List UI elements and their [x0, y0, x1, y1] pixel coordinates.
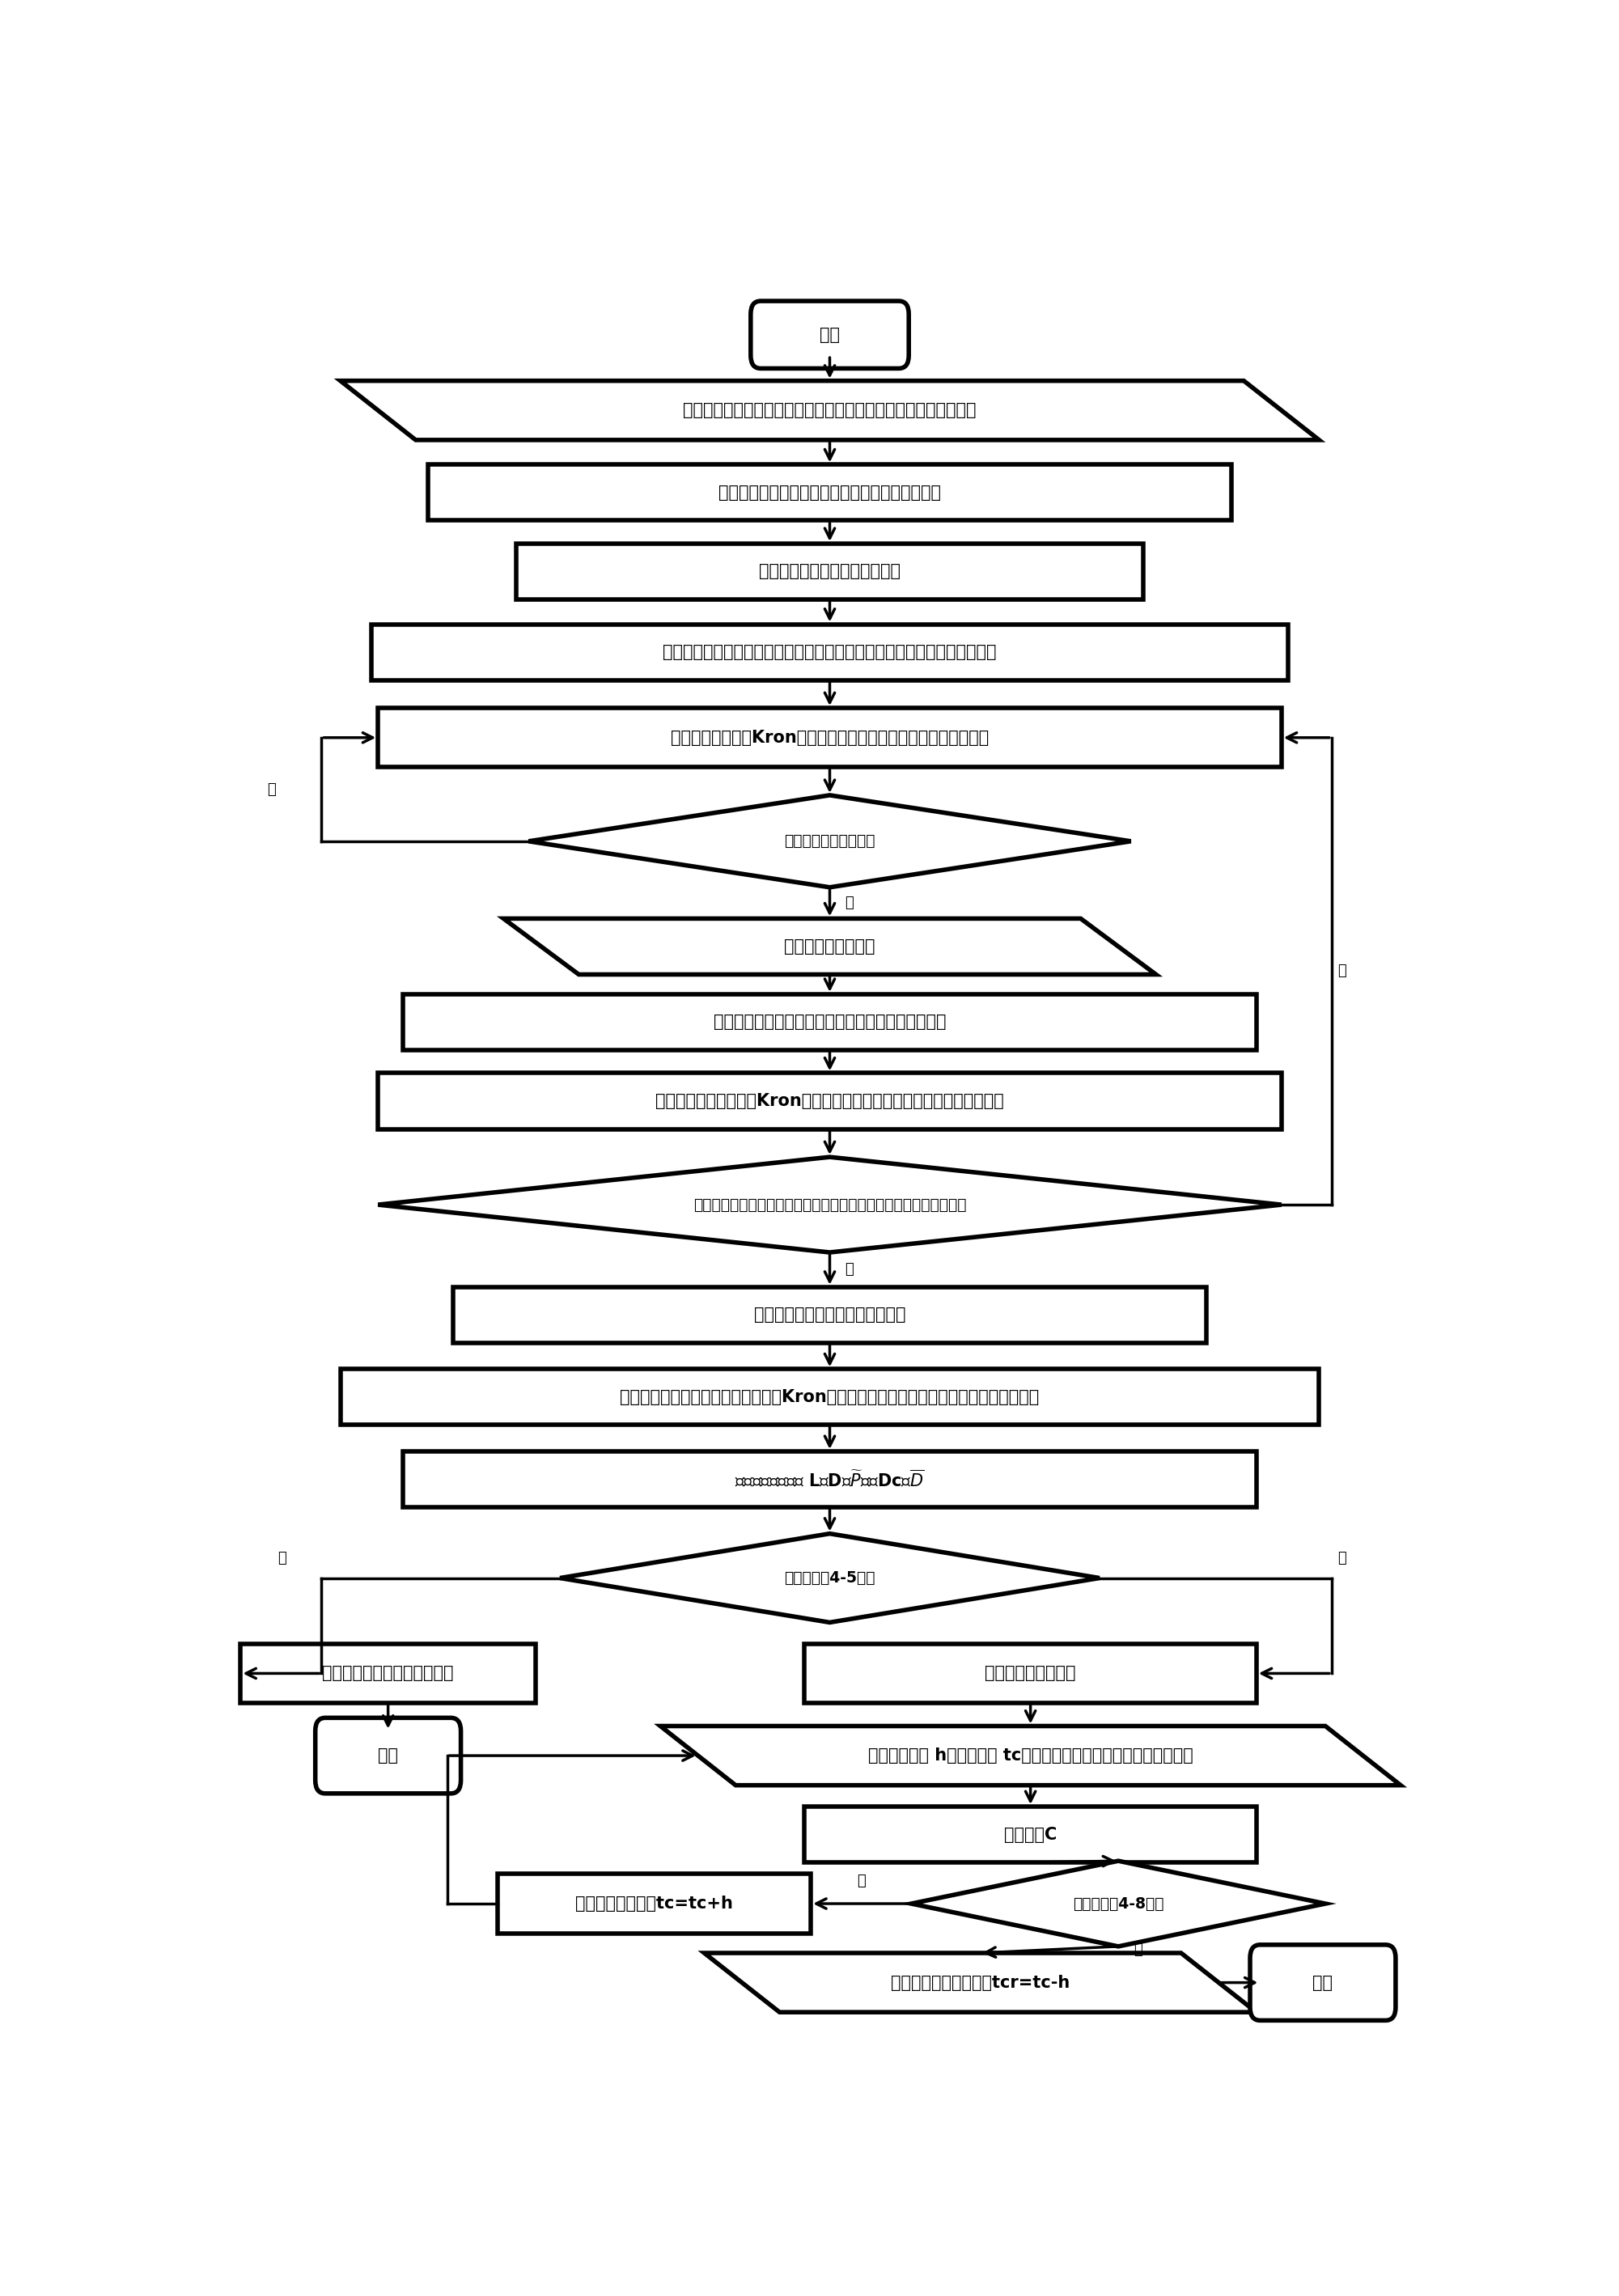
Bar	[516, 544, 1143, 599]
Text: 对故障切除后增广电网络导纳阵进行Kron简化，并求解故障切除后各发电机输出电磁功率: 对故障切除后增广电网络导纳阵进行Kron简化，并求解故障切除后各发电机输出电磁功…	[620, 1389, 1039, 1405]
Bar	[403, 994, 1256, 1049]
Text: 对电网络中各节点进行编号，输入原始数据，并规定系统的基准值: 对电网络中各节点进行编号，输入原始数据，并规定系统的基准值	[683, 402, 976, 418]
Text: 对处于稳态的系统进行潮流计算: 对处于稳态的系统进行潮流计算	[759, 563, 900, 579]
Text: 是否满足（4-5）？: 是否满足（4-5）？	[784, 1570, 876, 1587]
Bar	[429, 464, 1232, 521]
Text: 结束: 结束	[377, 1747, 398, 1763]
Bar	[497, 1874, 811, 1933]
Text: 否: 否	[1133, 1942, 1141, 1956]
Polygon shape	[911, 1860, 1326, 1947]
Text: 修改故障切除时间tc=tc+h: 修改故障切除时间tc=tc+h	[575, 1896, 733, 1913]
Text: 是否已输入故障信息？: 是否已输入故障信息？	[784, 833, 876, 850]
Text: 是: 是	[856, 1874, 866, 1887]
Text: 是: 是	[1337, 1552, 1347, 1566]
Bar	[805, 1807, 1256, 1862]
Text: 否: 否	[845, 895, 853, 909]
Text: 是: 是	[845, 1263, 853, 1277]
Text: 求解参数C: 求解参数C	[1004, 1828, 1057, 1844]
Bar	[805, 1644, 1256, 1704]
Text: 建立系统的状态方程: 建立系统的状态方程	[984, 1665, 1077, 1681]
Text: 输出故障极限切除时间tcr=tc-h: 输出故障极限切除时间tcr=tc-h	[890, 1975, 1070, 1991]
FancyBboxPatch shape	[316, 1717, 461, 1793]
Text: 对故障增广导纳阵进行Kron简化，并求解故障期间各发电机输出电磁功率: 对故障增广导纳阵进行Kron简化，并求解故障期间各发电机输出电磁功率	[656, 1093, 1004, 1109]
Bar	[241, 1644, 536, 1704]
Text: 输入电网络故障信息: 输入电网络故障信息	[784, 939, 876, 955]
Polygon shape	[560, 1534, 1099, 1623]
Text: 修改增广电网络导纳阵，形成故障增广电网络导纳阵: 修改增广电网络导纳阵，形成故障增广电网络导纳阵	[714, 1015, 945, 1031]
Text: 结束: 结束	[1313, 1975, 1332, 1991]
Bar	[340, 1368, 1319, 1426]
Text: 将各节点所带的负荷等值为恒定导纳，形成电网络的导纳阵以及增广导纳阵: 将各节点所带的负荷等值为恒定导纳，形成电网络的导纳阵以及增广导纳阵	[662, 645, 997, 661]
Text: 形成故障切除后增广电网络导纳阵: 形成故障切除后增广电网络导纳阵	[754, 1306, 905, 1322]
Text: 将电网络中各节点的原始数据折算到系统基准值下: 将电网络中各节点的原始数据折算到系统基准值下	[719, 484, 941, 501]
Polygon shape	[504, 918, 1156, 974]
Text: 否: 否	[1337, 964, 1347, 978]
FancyBboxPatch shape	[1250, 1945, 1396, 2020]
Bar	[453, 1288, 1206, 1343]
Text: 是否满足（4-8）？: 是否满足（4-8）？	[1073, 1896, 1164, 1910]
Text: 求解电网络的参数 L、D（$\widetilde{P}$）、Dc、$\overline{D}$: 求解电网络的参数 L、D（$\widetilde{P}$）、Dc、$\overl…	[735, 1469, 924, 1490]
Bar	[403, 1451, 1256, 1506]
Bar	[372, 625, 1287, 680]
Text: 无法判别系统的暂态稳定情况: 无法判别系统的暂态稳定情况	[322, 1665, 453, 1681]
FancyBboxPatch shape	[751, 301, 908, 367]
Bar	[379, 1072, 1282, 1130]
Text: 否: 否	[278, 1552, 287, 1566]
Polygon shape	[340, 381, 1319, 441]
Text: 对增广导纳阵进行Kron简化，并求解稳态时各发电机输出电磁功率: 对增广导纳阵进行Kron简化，并求解稳态时各发电机输出电磁功率	[670, 730, 989, 746]
Text: 设置仿真步长 h，切除时间 tc，并求解故障切除瞬间系统的状态变量: 设置仿真步长 h，切除时间 tc，并求解故障切除瞬间系统的状态变量	[868, 1747, 1193, 1763]
Text: 是: 是	[267, 783, 275, 797]
Polygon shape	[379, 1157, 1282, 1251]
Polygon shape	[661, 1727, 1400, 1786]
Bar	[379, 707, 1282, 767]
Text: 开始: 开始	[819, 326, 840, 342]
Polygon shape	[529, 794, 1132, 886]
Text: 与稳态相比，故障切除后网络拓扑结构及发电机注入功率是否改变？: 与稳态相比，故障切除后网络拓扑结构及发电机注入功率是否改变？	[693, 1196, 967, 1212]
Polygon shape	[704, 1954, 1256, 2011]
